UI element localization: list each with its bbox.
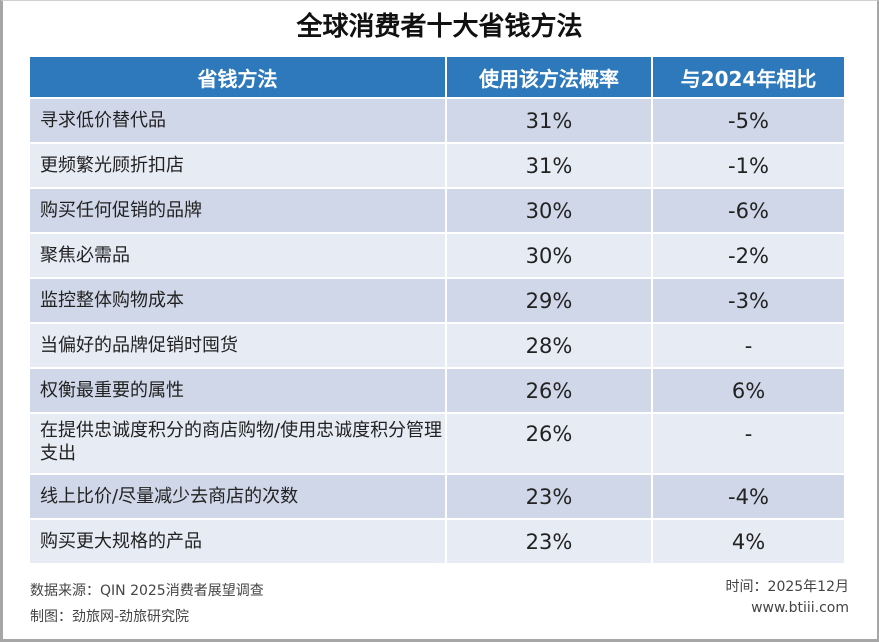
table-header: 省钱方法 使用该方法概率 与2024年相比	[30, 57, 844, 97]
table-row: 监控整体购物成本 29% -3%	[30, 279, 844, 322]
table-row: 更频繁光顾折扣店 31% -1%	[30, 144, 844, 187]
usage-rate-cell: 31%	[447, 144, 651, 187]
table-row: 购买任何促销的品牌 30% -6%	[30, 189, 844, 232]
change-vs-2024-cell: -	[653, 414, 844, 473]
table-row: 在提供忠诚度积分的商店购物/使用忠诚度积分管理支出 26% -	[30, 414, 844, 473]
usage-rate-cell: 23%	[447, 520, 651, 563]
table-row: 当偏好的品牌促销时囤货 28% -	[30, 324, 844, 367]
method-cell: 监控整体购物成本	[30, 279, 445, 322]
usage-rate-cell: 30%	[447, 189, 651, 232]
table-row: 线上比价/尽量减少去商店的次数 23% -4%	[30, 475, 844, 518]
change-vs-2024-cell: 4%	[653, 520, 844, 563]
site-link[interactable]: www.btiii.com	[751, 600, 849, 616]
change-vs-2024-cell: 6%	[653, 369, 844, 412]
method-cell: 更频繁光顾折扣店	[30, 144, 445, 187]
method-cell: 购买更大规格的产品	[30, 520, 445, 563]
change-vs-2024-cell: -	[653, 324, 844, 367]
table-row: 聚焦必需品 30% -2%	[30, 234, 844, 277]
page-title: 全球消费者十大省钱方法	[296, 12, 583, 42]
column-header: 省钱方法	[30, 57, 445, 97]
change-vs-2024-cell: -3%	[653, 279, 844, 322]
usage-rate-cell: 23%	[447, 475, 651, 518]
method-cell: 线上比价/尽量减少去商店的次数	[30, 475, 445, 518]
table-row: 权衡最重要的属性 26% 6%	[30, 369, 844, 412]
table-row: 寻求低价替代品 31% -5%	[30, 99, 844, 142]
source-note: 数据来源：QIN 2025消费者展望调查	[30, 583, 264, 599]
usage-rate-cell: 26%	[447, 414, 651, 473]
usage-rate-cell: 28%	[447, 324, 651, 367]
method-cell: 当偏好的品牌促销时囤货	[30, 324, 445, 367]
usage-rate-cell: 30%	[447, 234, 651, 277]
maker-note: 制图：劲旅网-劲旅研究院	[30, 609, 190, 625]
savings-table: 省钱方法 使用该方法概率 与2024年相比 寻求低价替代品 31% -5% 更频繁光顾…	[28, 55, 846, 565]
time-note: 时间：2025年12月	[725, 579, 849, 595]
usage-rate-cell: 29%	[447, 279, 651, 322]
method-cell: 购买任何促销的品牌	[30, 189, 445, 232]
change-vs-2024-cell: -2%	[653, 234, 844, 277]
change-vs-2024-cell: -1%	[653, 144, 844, 187]
method-cell: 聚焦必需品	[30, 234, 445, 277]
change-vs-2024-cell: -5%	[653, 99, 844, 142]
usage-rate-cell: 31%	[447, 99, 651, 142]
method-cell: 权衡最重要的属性	[30, 369, 445, 412]
change-vs-2024-cell: -4%	[653, 475, 844, 518]
method-cell: 在提供忠诚度积分的商店购物/使用忠诚度积分管理支出	[30, 414, 445, 473]
column-header: 使用该方法概率	[447, 57, 651, 97]
column-header: 与2024年相比	[653, 57, 844, 97]
table-row: 购买更大规格的产品 23% 4%	[30, 520, 844, 563]
usage-rate-cell: 26%	[447, 369, 651, 412]
change-vs-2024-cell: -6%	[653, 189, 844, 232]
method-cell: 寻求低价替代品	[30, 99, 445, 142]
